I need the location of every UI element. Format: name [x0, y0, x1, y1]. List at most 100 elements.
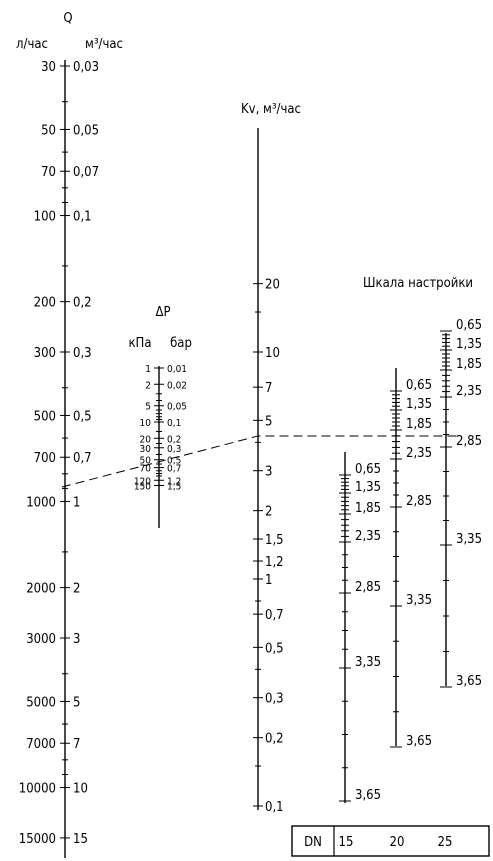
dp-label-bar: 1,2: [167, 476, 181, 487]
dp-label-bar: 0,05: [167, 402, 187, 413]
setting-label: 1,85: [406, 417, 432, 432]
q-label-m3h: 0,2: [73, 296, 92, 311]
setting-scale-dn25: 0,65 1,35 1,85 2,35 2,85 3,35 3,65: [440, 318, 482, 689]
q-label-lph: 70: [41, 165, 56, 180]
setting-scale-title: Шкала настройки: [363, 276, 473, 291]
dp-label-bar: 0,1: [167, 418, 181, 429]
kv-label: 0,1: [265, 800, 284, 815]
q-label-lph: 700: [34, 451, 56, 466]
setting-label: 0,65: [406, 378, 432, 393]
kv-label: 0,3: [265, 692, 284, 707]
q-label-m3h: 2: [73, 582, 80, 597]
dp-label-kpa: 150: [134, 482, 151, 493]
dn-table-frame: [291, 825, 490, 857]
q-label-m3h: 0,7: [73, 451, 92, 466]
q-label-m3h: 1: [73, 496, 80, 511]
kv-label: 0,2: [265, 732, 284, 747]
q-label-lph: 15000: [19, 832, 56, 847]
setting-label: 2,85: [456, 434, 482, 449]
dp-label-kpa: 50: [140, 456, 152, 467]
dp-label-kpa: 20: [140, 434, 152, 445]
q-label-m3h: 3: [73, 632, 80, 647]
kv-label: 7: [265, 381, 272, 396]
q-label-lph: 5000: [26, 695, 56, 710]
q-label-lph: 500: [34, 409, 56, 424]
setting-label: 1,35: [406, 397, 432, 412]
dp-label-kpa: 2: [145, 380, 151, 391]
kv-label: 0,7: [265, 608, 284, 623]
setting-label: 3,35: [406, 593, 432, 608]
setting-scale-dn15: 0,65 1,35 1,85 2,35 2,85 3,35 3,65: [339, 452, 381, 803]
kv-label: 3: [265, 465, 272, 480]
dp-label-kpa: 10: [140, 418, 152, 429]
dp-label-kpa: 1: [145, 364, 151, 375]
kv-label: 10: [265, 346, 280, 361]
q-label-m3h: 0,07: [73, 165, 99, 180]
example-dashed-line: [61, 435, 458, 488]
dn-size-15: 15: [339, 835, 354, 850]
dp-label-kpa: 5: [145, 402, 151, 413]
setting-label: 3,35: [456, 532, 482, 547]
q-scale-title: Q: [63, 11, 72, 26]
dp-unit-kpa: кПа: [128, 336, 151, 351]
dp-label-bar: 0,2: [167, 434, 181, 445]
setting-label: 3,65: [456, 674, 482, 689]
setting-label: 3,65: [406, 734, 432, 749]
setting-label: 1,35: [456, 337, 482, 352]
kv-label: 1: [265, 573, 272, 588]
q-label-lph: 10000: [19, 782, 56, 797]
dp-axis-labels: 1 0,01 2 0,02 5 0,05 10 0,1 20 0,2 30 0,3 50 0,5 70 0,7…: [134, 364, 187, 493]
dp-axis-ticks: [154, 367, 164, 487]
dp-unit-bar: бар: [170, 336, 192, 351]
kv-label: 2: [265, 505, 272, 520]
setting-label: 2,85: [355, 580, 381, 595]
q-label-lph: 2000: [26, 582, 56, 597]
setting-label: 1,85: [456, 357, 482, 372]
q-label-lph: 30: [41, 60, 56, 75]
dn-size-20: 20: [390, 835, 405, 850]
q-label-m3h: 15: [73, 832, 88, 847]
q-label-lph: 3000: [26, 632, 56, 647]
q-label-lph: 200: [34, 296, 56, 311]
dn-size-25: 25: [438, 835, 453, 850]
dn-label: DN: [304, 835, 322, 850]
kv-scale-title: Kv, м³/час: [241, 102, 301, 117]
setting-label: 2,85: [406, 494, 432, 509]
dp-label-bar: 0,5: [167, 456, 181, 467]
kv-axis-labels: 20 10 7 5 3 2 1,5 1,2 1 0,7 0,5 0,3 0,2 0,1: [265, 278, 284, 815]
dp-label-kpa: 70: [140, 464, 152, 475]
setting-label: 2,35: [456, 384, 482, 399]
setting-scale-dn20: 0,65 1,35 1,85 2,35 2,85 3,35 3,65: [390, 368, 432, 749]
setting-label: 2,35: [406, 446, 432, 461]
q-label-lph: 7000: [26, 737, 56, 752]
setting-label: 3,65: [355, 788, 381, 803]
q-label-m3h: 0,5: [73, 409, 92, 424]
q-axis-ticks: [60, 65, 70, 839]
q-label-lph: 100: [34, 210, 56, 225]
dp-label-bar: 0,3: [167, 444, 181, 455]
dp-label-bar: 0,02: [167, 380, 187, 391]
dp-label-bar: 0,7: [167, 464, 181, 475]
q-label-m3h: 10: [73, 782, 88, 797]
kv-axis-ticks: [253, 283, 263, 807]
q-label-lph: 50: [41, 123, 56, 138]
q-label-m3h: 5: [73, 695, 80, 710]
dp-label-bar: 1,5: [167, 482, 181, 493]
dp-label-kpa: 30: [140, 444, 152, 455]
kv-label: 20: [265, 278, 280, 293]
q-unit-liters: л/час: [16, 37, 48, 52]
setting-label: 0,65: [355, 462, 381, 477]
q-unit-cubic: м³/час: [85, 37, 123, 52]
kv-label: 1,2: [265, 555, 284, 570]
kv-label: 5: [265, 414, 272, 429]
q-label-lph: 300: [34, 346, 56, 361]
q-label-m3h: 0,1: [73, 210, 92, 225]
dp-label-bar: 0,01: [167, 364, 187, 375]
kv-label: 1,5: [265, 533, 284, 548]
q-label-m3h: 0,3: [73, 346, 92, 361]
setting-label: 3,35: [355, 655, 381, 670]
setting-label: 2,35: [355, 529, 381, 544]
q-label-m3h: 7: [73, 737, 80, 752]
